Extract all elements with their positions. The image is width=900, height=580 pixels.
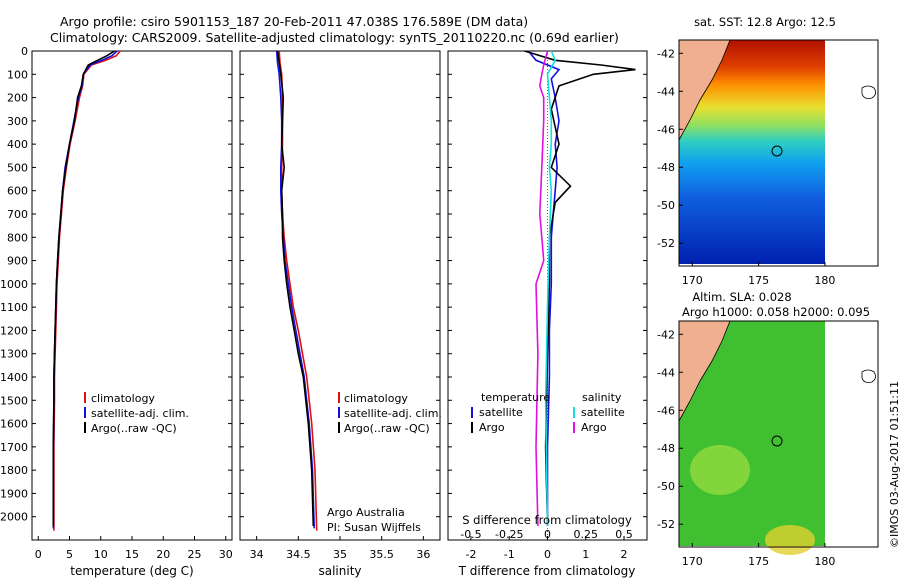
depth-ticks: 0 100 200 300 400 500 600 700 800 900 1000 1100 1200… <box>0 45 232 524</box>
depth-tick-label: 1600 <box>0 418 28 431</box>
depth-tick-label: 100 <box>7 68 28 81</box>
legend-swatch-satellite <box>84 407 86 418</box>
depth-tick-label: 2000 <box>0 511 28 524</box>
title-line-1: Argo profile: csiro 5901153_187 20-Feb-2… <box>60 14 529 29</box>
x-tick-label: 0 <box>35 548 42 561</box>
x-tick-label: 25 <box>188 548 202 561</box>
depth-tick-label: 900 <box>7 255 28 268</box>
temperature-ticks: 0 5 10 15 20 25 30 <box>35 536 233 561</box>
legend-satellite: satellite-adj. clim. <box>91 407 189 420</box>
depth-tick-label: 1100 <box>0 301 28 314</box>
depth-tick-label: 200 <box>7 92 28 105</box>
depth-tick-label: 1800 <box>0 464 28 477</box>
series-satellite-adj-clim- <box>52 50 118 529</box>
depth-tick-label: 1200 <box>0 324 28 337</box>
depth-tick-label: 1900 <box>0 487 28 500</box>
title-line-2: Climatology: CARS2009. Satellite-adjuste… <box>50 30 619 45</box>
depth-tick-label: 1000 <box>0 278 28 291</box>
depth-tick-label: 700 <box>7 208 28 221</box>
temperature-xlabel: temperature (deg C) <box>70 564 193 578</box>
legend-swatch-climatology <box>84 392 86 403</box>
depth-tick-label: 1700 <box>0 441 28 454</box>
series-argo-raw-qc- <box>52 50 115 526</box>
depth-tick-label: 300 <box>7 115 28 128</box>
temperature-legend: climatology satellite-adj. clim. Argo(..… <box>84 392 189 435</box>
x-tick-label: 20 <box>156 548 170 561</box>
x-tick-label: 5 <box>66 548 73 561</box>
series-climatology <box>53 50 121 531</box>
x-tick-label: 30 <box>219 548 233 561</box>
legend-argo: Argo(..raw -QC) <box>91 422 177 435</box>
depth-tick-label: 500 <box>7 161 28 174</box>
depth-tick-label: 0 <box>21 45 28 58</box>
x-tick-label: 15 <box>125 548 139 561</box>
legend-swatch-argo <box>84 422 86 433</box>
depth-tick-label: 1500 <box>0 394 28 407</box>
legend-climatology: climatology <box>91 392 155 405</box>
imos-stamp: ©IMOS 03-Aug-2017 01:51:11 <box>888 381 900 548</box>
x-tick-label: 10 <box>94 548 108 561</box>
depth-tick-label: 600 <box>7 185 28 198</box>
temperature-axes-box <box>31 50 233 541</box>
depth-tick-label: 800 <box>7 231 28 244</box>
depth-tick-label: 400 <box>7 138 28 151</box>
depth-tick-label: 1400 <box>0 371 28 384</box>
depth-tick-label: 1300 <box>0 348 28 361</box>
